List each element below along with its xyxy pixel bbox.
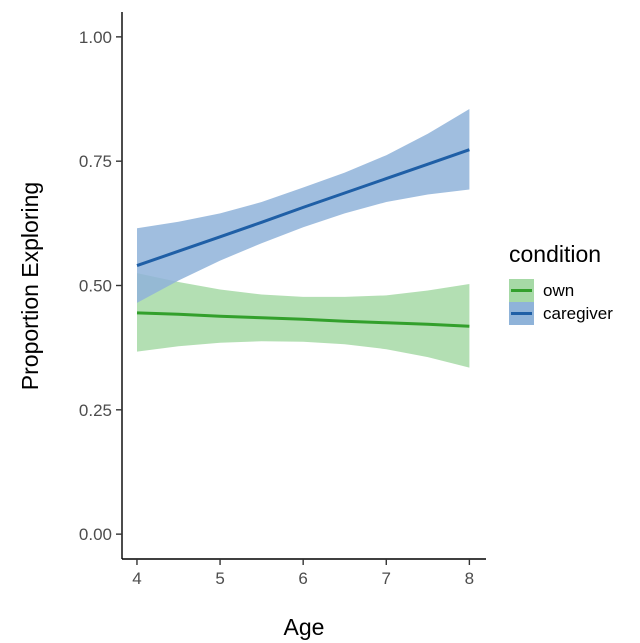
x-axis-ticks: 4 5 6 7 8 xyxy=(132,559,474,588)
y-tick-label: 0.25 xyxy=(79,401,112,420)
x-tick-label: 6 xyxy=(298,569,307,588)
y-tick-label: 1.00 xyxy=(79,28,112,47)
x-tick-label: 7 xyxy=(382,569,391,588)
y-tick-label: 0.50 xyxy=(79,277,112,296)
y-axis-ticks: 0.00 0.25 0.50 0.75 1.00 xyxy=(79,28,122,544)
confidence-bands xyxy=(137,109,470,368)
y-tick-label: 0.75 xyxy=(79,152,112,171)
legend-items: own caregiver xyxy=(509,279,613,325)
x-tick-label: 5 xyxy=(215,569,224,588)
plot-area xyxy=(136,109,470,368)
y-tick-label: 0.00 xyxy=(79,525,112,544)
x-tick-label: 4 xyxy=(132,569,141,588)
legend-label-caregiver: caregiver xyxy=(543,304,613,323)
legend: condition own caregiver xyxy=(509,241,613,325)
x-tick-label: 8 xyxy=(465,569,474,588)
series-line-caregiver xyxy=(136,148,470,268)
x-axis-title: Age xyxy=(284,614,325,640)
series-lines xyxy=(136,148,470,328)
legend-label-own: own xyxy=(543,281,574,300)
legend-title: condition xyxy=(509,241,601,267)
y-axis-title: Proportion Exploring xyxy=(17,182,43,390)
series-line-own xyxy=(136,311,470,328)
